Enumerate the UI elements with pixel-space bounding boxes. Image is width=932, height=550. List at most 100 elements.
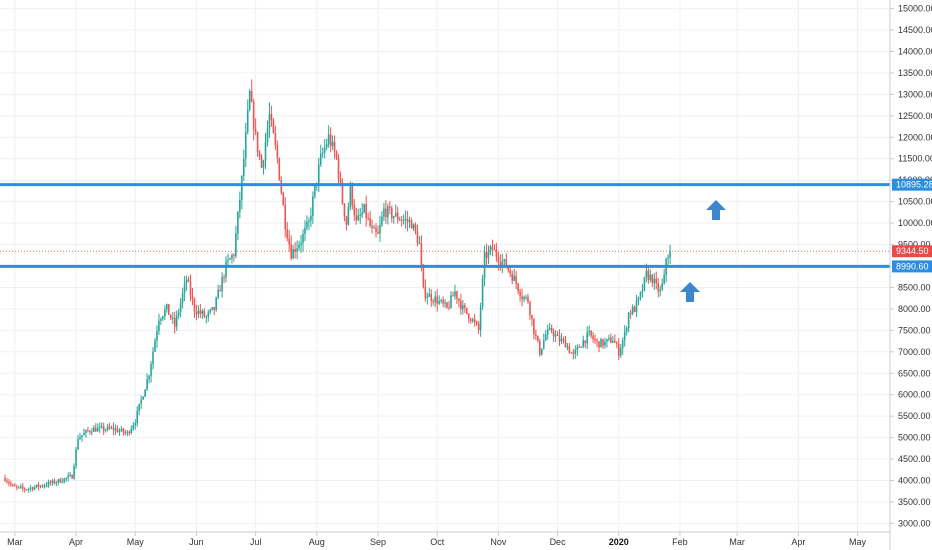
candle	[124, 429, 127, 436]
candle	[18, 486, 20, 489]
candle-body	[134, 423, 137, 426]
level-price-label-text: 8990.60	[896, 261, 929, 271]
price-tick-label: 10000.00	[898, 218, 932, 228]
candle	[171, 312, 174, 324]
price-tick-label: 13000.00	[898, 89, 932, 99]
candle	[383, 203, 385, 221]
candle	[83, 428, 85, 436]
candle-body	[94, 427, 97, 432]
candle-body	[509, 270, 512, 274]
candle	[367, 212, 369, 221]
candle	[643, 276, 646, 292]
candle	[288, 230, 290, 252]
candle	[8, 479, 10, 487]
candle	[608, 334, 610, 342]
candle-body	[487, 250, 490, 259]
price-tick-label: 13500.00	[898, 68, 932, 78]
candle-body	[623, 331, 626, 341]
candle	[406, 210, 409, 232]
candle	[669, 244, 671, 265]
candle-body	[229, 258, 231, 260]
candle	[499, 254, 502, 271]
candle-body	[570, 352, 573, 354]
candle	[598, 340, 600, 353]
candle-body	[426, 296, 429, 298]
candle	[237, 211, 239, 241]
candle	[475, 320, 478, 326]
candle	[655, 271, 658, 290]
candle-body	[223, 277, 225, 279]
candle-body	[148, 376, 150, 380]
candle	[246, 99, 249, 135]
candle	[349, 181, 352, 211]
candle	[465, 307, 468, 315]
candle	[248, 89, 251, 112]
candle-body	[527, 296, 529, 303]
candle	[284, 197, 287, 238]
candle-body	[479, 306, 482, 330]
candle	[460, 293, 462, 315]
candle-body	[552, 331, 555, 337]
candle	[21, 483, 24, 492]
price-tick-label: 10500.00	[898, 197, 932, 207]
candle-body	[359, 215, 362, 217]
candle-body	[262, 160, 265, 168]
candle-body	[33, 486, 36, 490]
candle-body	[523, 296, 525, 300]
candle-body	[629, 312, 632, 315]
time-tick-label: Jun	[189, 537, 204, 547]
candle-body	[162, 316, 164, 319]
price-axis[interactable]: 3000.00 3500.00 4000.00 4500.00 5000.00 5500.…	[890, 4, 932, 529]
candle-body	[343, 203, 346, 217]
candle-body	[544, 334, 547, 341]
candle	[511, 270, 513, 285]
candle	[85, 429, 87, 438]
candle-body	[531, 315, 533, 319]
horizontal-levels[interactable]	[0, 183, 890, 268]
candle-body	[321, 152, 324, 154]
candle	[207, 309, 210, 322]
candle-body	[264, 142, 267, 161]
candle	[264, 132, 267, 170]
candle	[116, 425, 119, 433]
time-axis[interactable]: Mar Apr May Jun Jul Aug Sep Oct Nov Dec 2020 Feb Mar…	[7, 532, 867, 547]
candle-body	[392, 216, 395, 219]
candle-body	[339, 178, 342, 183]
candle-body	[349, 184, 352, 208]
candle-body	[485, 252, 488, 259]
candle-body	[645, 270, 648, 278]
candle-body	[23, 488, 26, 490]
candle-body	[175, 315, 178, 327]
candle-body	[612, 340, 614, 343]
candle	[392, 215, 395, 224]
candle-body	[254, 129, 257, 132]
candle	[266, 120, 269, 147]
candle-body	[209, 309, 212, 313]
candle-body	[57, 479, 60, 483]
candle	[550, 324, 553, 334]
candle	[396, 206, 399, 224]
candle	[59, 477, 62, 484]
candle	[12, 483, 14, 487]
time-tick-label: Nov	[490, 537, 507, 547]
candle-body	[233, 255, 235, 257]
candle	[387, 203, 389, 225]
candle-body	[600, 339, 602, 348]
candle	[627, 311, 630, 333]
price-labels: 10895.28 8990.60 9344.50	[892, 178, 932, 273]
candle-body	[268, 114, 271, 129]
price-tick-label: 11500.00	[898, 154, 932, 164]
candle-body	[171, 317, 174, 319]
candle-body	[473, 319, 476, 322]
candle	[96, 423, 99, 432]
time-tick-label: Mar	[7, 537, 23, 547]
candle-body	[467, 313, 470, 320]
candle-body	[327, 134, 330, 145]
candle-body	[351, 184, 354, 205]
candle-body	[608, 337, 610, 340]
candle-body	[556, 334, 559, 336]
candle-body	[47, 482, 50, 486]
candle	[231, 253, 233, 264]
